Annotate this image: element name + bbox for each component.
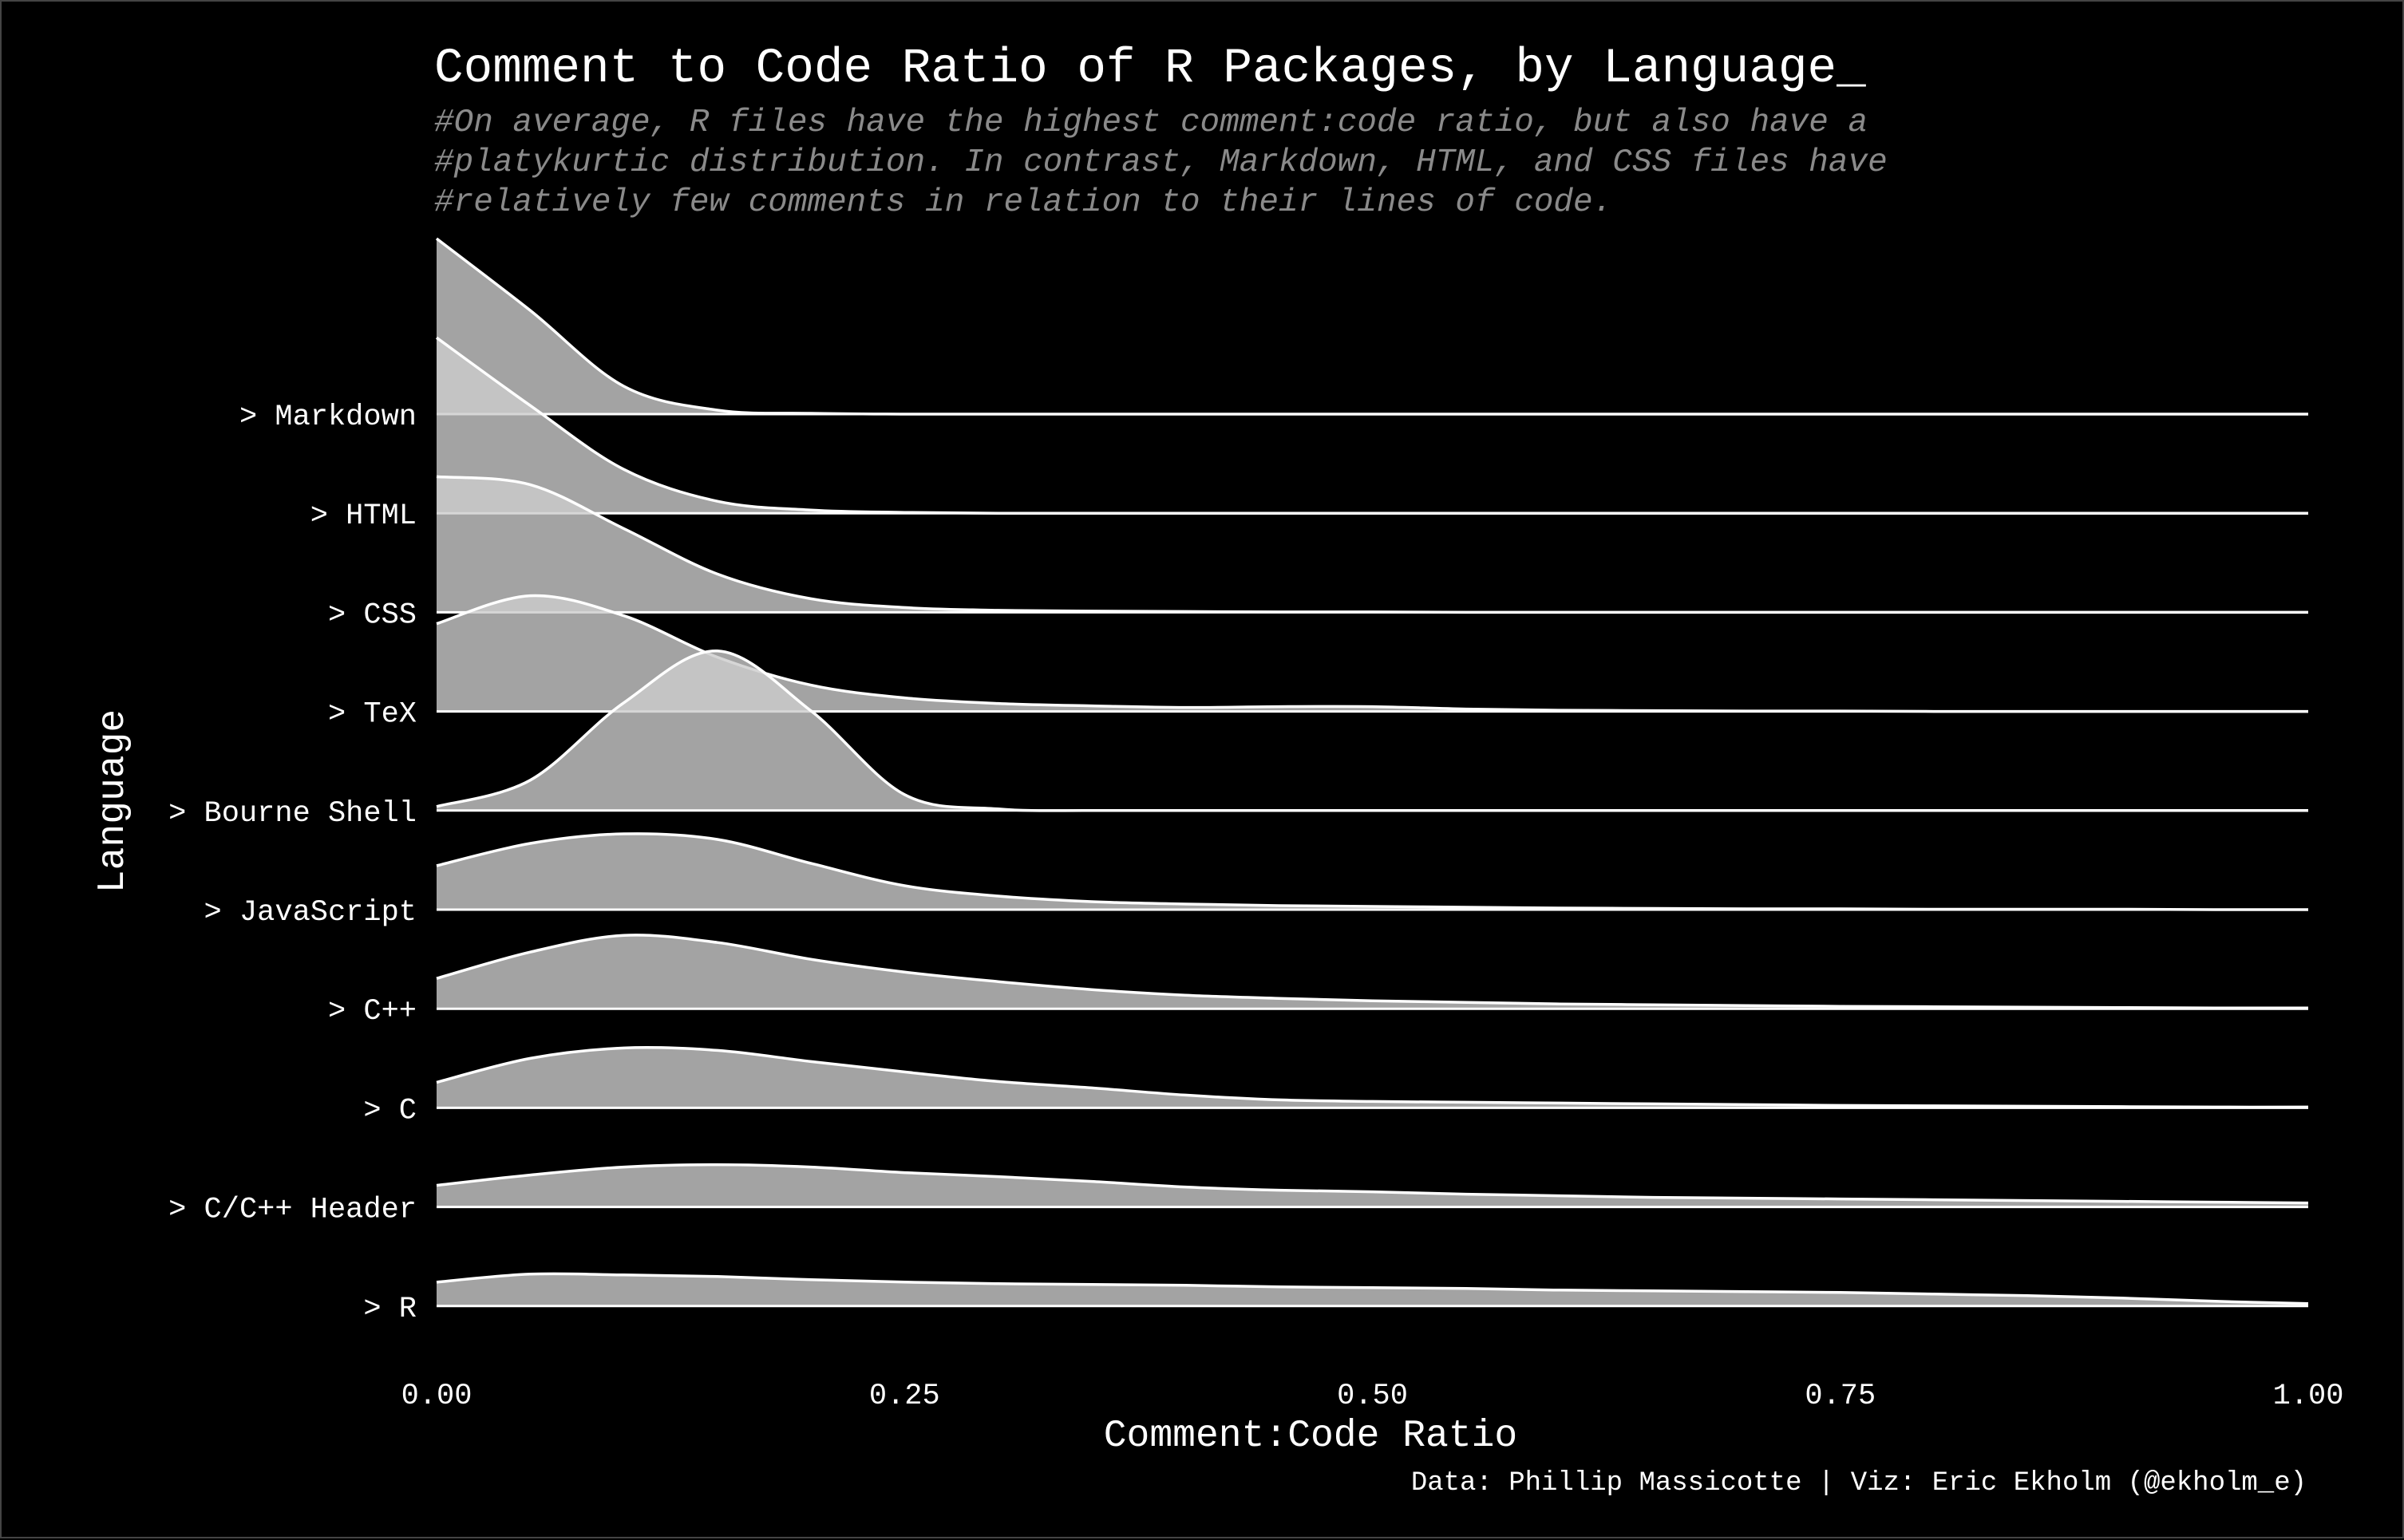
ridge-line-c-c-header — [436, 1163, 2309, 1205]
y-axis-title: Language — [92, 709, 135, 893]
ridges-group — [435, 237, 2309, 1308]
y-tick-label-tex: > TeX — [328, 698, 417, 732]
x-axis-title: Comment:Code Ratio — [1104, 1415, 1517, 1458]
ridge-area-c — [437, 1047, 2308, 1108]
x-tick-labels: 0.00 0.25 0.50 0.75 1.00 — [401, 1380, 2344, 1413]
chart-title: Comment to Code Ratio of R Packages, by … — [434, 41, 1866, 97]
ridge-line-r — [436, 1272, 2309, 1305]
y-tick-label-markdown: > Markdown — [239, 401, 417, 434]
x-tick-label: 0.25 — [869, 1380, 940, 1413]
y-tick-label-bourne-shell: > Bourne Shell — [168, 797, 417, 831]
ridge-line-markdown — [435, 237, 2308, 416]
ridge-line-c — [436, 934, 2309, 1009]
ridge-area-c — [437, 934, 2308, 1009]
y-tick-label-javascript: > JavaScript — [204, 896, 417, 930]
chart-subtitle-line-3: #relatively few comments in relation to … — [434, 184, 1612, 221]
chart-subtitle-line-2: #platykurtic distribution. In contrast, … — [434, 144, 1888, 181]
ridge-area-bourne-shell — [437, 650, 2308, 811]
x-tick-label: 0.00 — [401, 1380, 472, 1413]
ridge-line-c — [436, 1046, 2309, 1109]
ridge-area-css — [437, 476, 2308, 613]
y-tick-label-html: > HTML — [310, 500, 417, 533]
ridge-area-c-c-header — [437, 1164, 2308, 1207]
ridge-area-markdown — [437, 239, 2308, 415]
y-tick-labels: > Markdown > HTML > CSS > TeX > Bourne Shell… — [168, 401, 417, 1326]
ridge-line-html — [435, 336, 2308, 515]
y-tick-label-css: > CSS — [328, 598, 417, 632]
ridge-area-tex — [437, 595, 2308, 712]
chart-subtitle-line-1: #On average, R files have the highest co… — [434, 105, 1868, 141]
chart-caption: Data: Phillip Massicotte | Viz: Eric Ekh… — [1411, 1468, 2307, 1499]
y-tick-label-c-c-header: > C/C++ Header — [168, 1194, 417, 1227]
x-tick-label: 0.75 — [1805, 1380, 1876, 1413]
ridge-area-html — [437, 338, 2308, 514]
y-tick-label-c: > C++ — [328, 995, 417, 1029]
y-tick-label-r: > R — [363, 1293, 417, 1326]
ridge-area-javascript — [437, 833, 2308, 910]
x-tick-label: 0.50 — [1337, 1380, 1408, 1413]
ridge-area-r — [437, 1273, 2308, 1306]
x-tick-label: 1.00 — [2273, 1380, 2344, 1413]
y-tick-label-c: > C — [363, 1094, 417, 1127]
